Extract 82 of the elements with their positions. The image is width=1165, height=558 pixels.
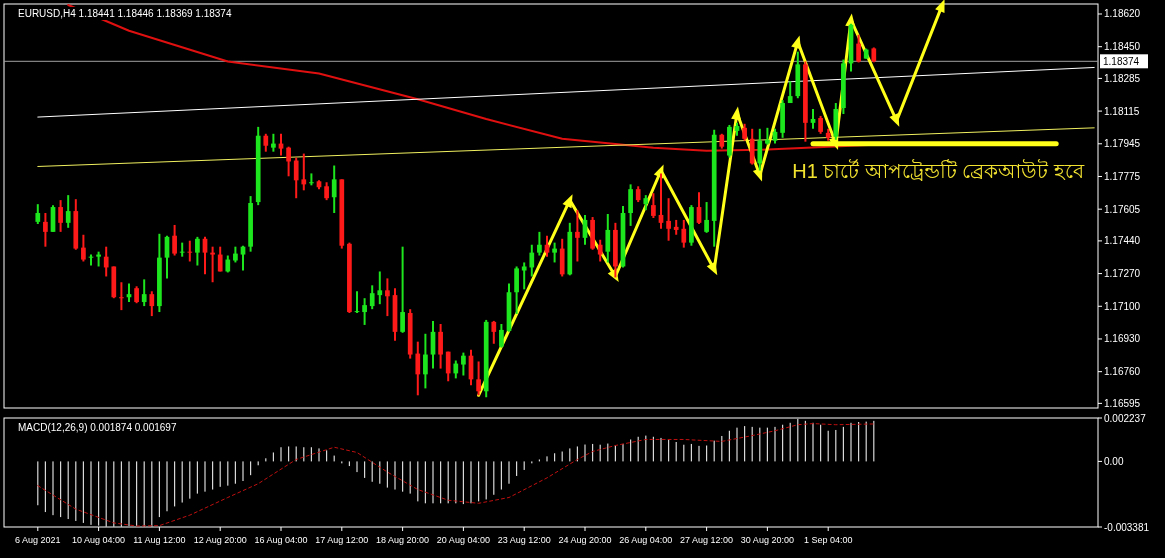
candlestick — [552, 241, 557, 264]
y-tick-label: 0.002237 — [1104, 412, 1147, 424]
ref-line-label: 1.18374 — [1103, 55, 1140, 67]
candlestick — [757, 127, 763, 172]
candlestick — [149, 290, 155, 318]
y-tick-label: 1.18285 — [1104, 72, 1141, 84]
candlestick — [537, 230, 542, 257]
y-tick-label: 1.17605 — [1104, 203, 1141, 215]
candlestick — [179, 241, 185, 258]
candlestick — [491, 319, 497, 345]
candlestick — [58, 199, 63, 233]
y-tick-label: 0.00 — [1104, 455, 1124, 467]
x-tick-label: 27 Aug 12:00 — [680, 535, 734, 545]
candlestick — [628, 183, 633, 227]
chart-title: EURUSD,H4 1.18441 1.18446 1.18369 1.18374 — [18, 8, 232, 19]
candlestick — [369, 284, 375, 311]
x-tick-label: 6 Aug 2021 — [15, 535, 61, 545]
candlestick — [141, 278, 147, 308]
y-tick-label: 1.16595 — [1104, 397, 1141, 409]
x-tick-label: 11 Aug 12:00 — [133, 535, 186, 545]
candlestick — [309, 172, 314, 187]
y-tick-label: 1.17945 — [1104, 138, 1141, 150]
x-tick-label: 12 Aug 20:00 — [193, 535, 247, 545]
candlestick — [445, 350, 451, 383]
y-tick-label: 1.16760 — [1104, 366, 1141, 378]
candlestick — [172, 223, 177, 257]
candlestick — [293, 156, 299, 200]
candlestick — [521, 261, 527, 291]
candlestick — [423, 332, 428, 390]
x-tick-label: 17 Aug 12:00 — [315, 535, 369, 545]
candlestick — [704, 201, 709, 234]
candlestick — [529, 243, 535, 278]
candlestick — [461, 351, 466, 377]
y-tick-label: 1.18620 — [1104, 8, 1141, 20]
candlestick — [195, 235, 200, 267]
candlestick — [35, 203, 41, 225]
y-tick-label: 1.17440 — [1104, 235, 1141, 247]
y-tick-label: 1.17270 — [1104, 268, 1141, 280]
x-tick-label: 18 Aug 20:00 — [376, 535, 430, 545]
candlestick — [217, 245, 223, 273]
candlestick — [385, 277, 390, 318]
x-tick-label: 10 Aug 04:00 — [72, 535, 126, 545]
candlestick — [856, 33, 861, 64]
candlestick — [331, 164, 337, 215]
candlestick — [81, 233, 86, 263]
x-tick-label: 23 Aug 12:00 — [497, 535, 551, 545]
candlestick — [377, 270, 383, 306]
y-tick-label: -0.003381 — [1104, 521, 1150, 533]
y-tick-label: 1.18450 — [1104, 41, 1141, 53]
candlestick — [286, 145, 291, 178]
candlestick — [597, 238, 603, 263]
candlestick — [476, 360, 481, 397]
annotation: H1 চার্টে আপট্রেন্ডটি ব্রেকআউট হবে — [792, 159, 1085, 182]
y-tick-label: 1.18115 — [1104, 105, 1140, 117]
x-tick-label: 30 Aug 20:00 — [740, 535, 794, 545]
x-tick-label: 16 Aug 04:00 — [254, 535, 308, 545]
candlestick — [575, 209, 580, 263]
candlestick — [210, 245, 215, 284]
y-tick-label: 1.17775 — [1104, 170, 1141, 182]
y-tick-label: 1.16930 — [1104, 333, 1141, 345]
candlestick — [362, 297, 367, 326]
candlestick — [514, 265, 519, 315]
x-tick-label: 26 Aug 04:00 — [619, 535, 673, 545]
candlestick — [499, 322, 504, 349]
candlestick — [666, 197, 671, 242]
x-tick-label: 20 Aug 04:00 — [436, 535, 490, 545]
y-tick-label: 1.17100 — [1104, 300, 1141, 312]
candlestick — [43, 212, 48, 248]
candlestick — [103, 245, 109, 278]
candlestick — [681, 218, 687, 249]
candlestick — [415, 340, 421, 397]
candlestick — [400, 245, 405, 334]
x-tick-label: 1 Sep 04:00 — [803, 535, 853, 545]
candlestick — [119, 281, 124, 312]
candlestick — [65, 194, 71, 229]
chart-title: MACD(12,26,9) 0.001874 0.001697 — [18, 422, 177, 433]
candlestick — [651, 192, 656, 220]
x-tick-label: 24 Aug 20:00 — [558, 535, 612, 545]
candlestick — [605, 212, 611, 264]
candlestick — [438, 322, 443, 370]
candlestick — [187, 239, 193, 263]
candlestick — [301, 152, 307, 192]
